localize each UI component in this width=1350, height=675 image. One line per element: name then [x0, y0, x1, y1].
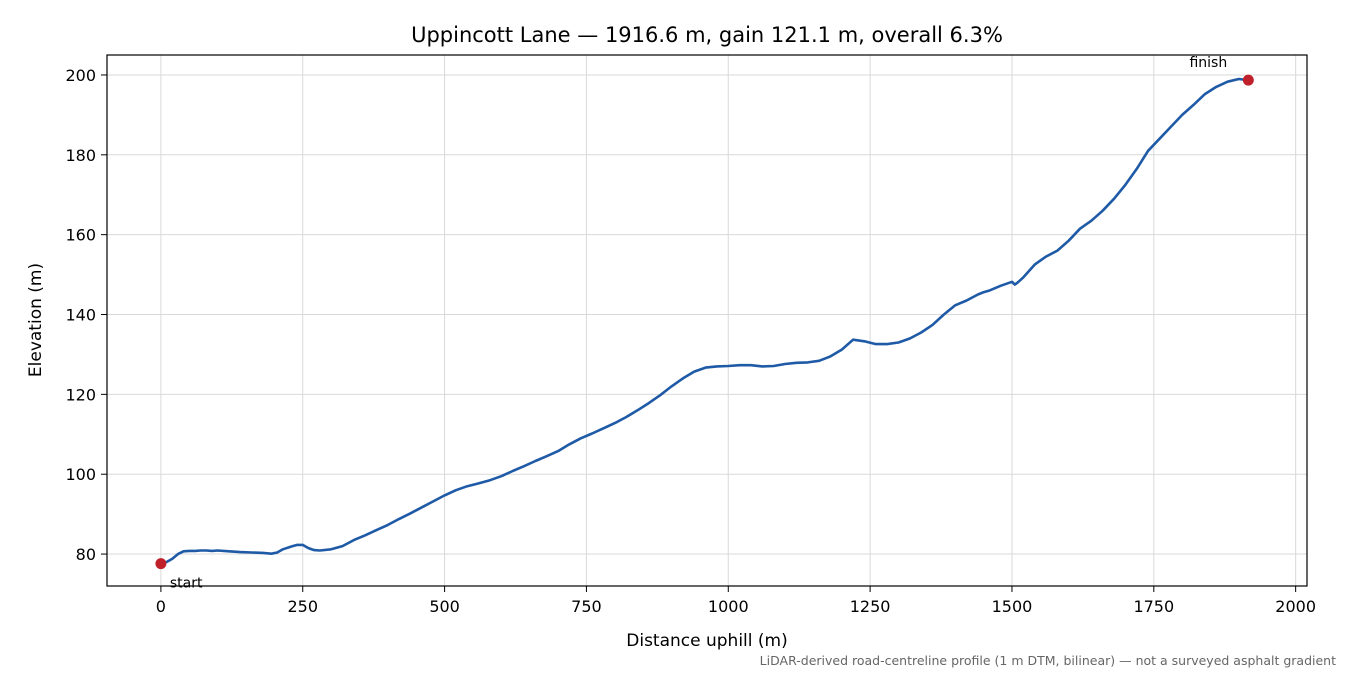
x-tick-label: 500	[429, 597, 460, 616]
x-tick-label: 0	[156, 597, 166, 616]
y-tick-label: 80	[76, 545, 96, 564]
start-marker	[155, 558, 167, 570]
x-tick-label: 250	[287, 597, 318, 616]
y-tick-label: 180	[65, 146, 96, 165]
y-axis: 80 100 120 140 160 180 200	[65, 66, 107, 564]
plot-frame	[106, 54, 1308, 587]
y-axis-label: Elevation (m)	[26, 263, 46, 377]
x-tick-label: 1000	[708, 597, 749, 616]
data-source-note: LiDAR-derived road-centreline profile (1…	[760, 653, 1336, 668]
y-tick-label: 100	[65, 465, 96, 484]
y-tick-label: 200	[65, 66, 96, 85]
finish-annotation: finish	[1189, 55, 1227, 71]
x-axis: 0 250 500 750 1000 1250 1500 1750 2000	[156, 586, 1316, 616]
x-tick-label: 1250	[850, 597, 891, 616]
x-tick-label: 2000	[1275, 597, 1316, 616]
start-annotation: start	[170, 576, 203, 592]
grid	[107, 55, 1307, 586]
chart-title: Uppincott Lane — 1916.6 m, gain 121.1 m,…	[411, 23, 1003, 47]
y-tick-label: 120	[65, 385, 96, 404]
x-tick-label: 750	[571, 597, 602, 616]
finish-marker	[1242, 74, 1254, 86]
y-tick-label: 140	[65, 306, 96, 325]
x-tick-label: 1500	[992, 597, 1033, 616]
y-tick-label: 160	[65, 226, 96, 245]
x-axis-label: Distance uphill (m)	[626, 631, 787, 651]
elevation-profile-line	[159, 77, 1250, 565]
x-tick-label: 1750	[1133, 597, 1174, 616]
